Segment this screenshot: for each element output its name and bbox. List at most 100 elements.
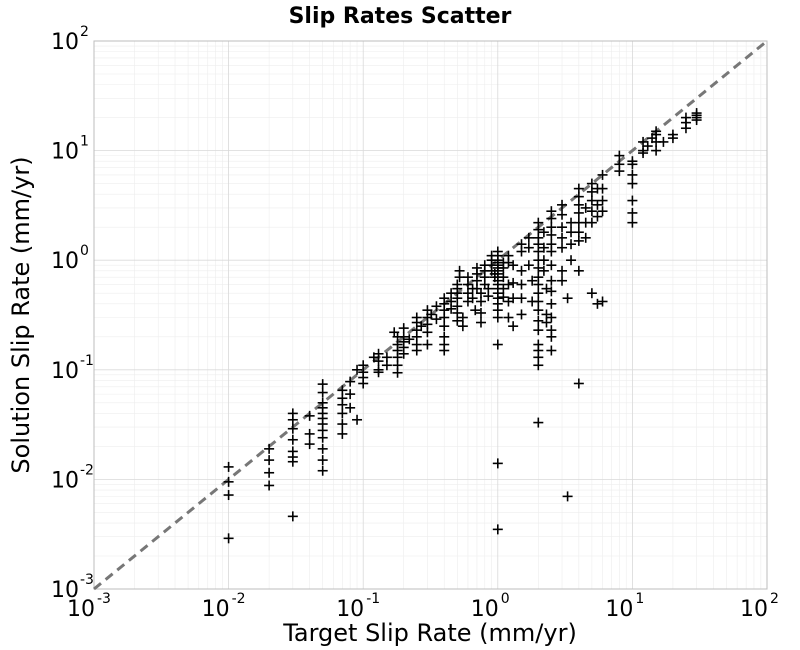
data-point — [352, 414, 363, 425]
y-tick-label: 10 0 — [51, 243, 89, 274]
data-point — [627, 217, 638, 228]
data-point — [523, 232, 534, 243]
svg-text:2: 2 — [80, 24, 89, 40]
data-point — [452, 315, 463, 326]
reference-line — [93, 39, 768, 591]
data-point — [287, 456, 298, 467]
y-tick-label: 10 1 — [51, 134, 89, 165]
data-point — [223, 533, 234, 544]
data-point — [431, 301, 442, 312]
data-point — [223, 490, 234, 501]
data-point — [337, 399, 348, 410]
svg-text:-2: -2 — [80, 462, 94, 478]
data-point — [533, 262, 544, 273]
x-tick-label: 10 1 — [605, 591, 644, 622]
data-point — [457, 321, 468, 332]
data-point — [398, 323, 409, 334]
data-point — [597, 206, 608, 217]
data-point — [392, 367, 403, 378]
data-point — [586, 186, 597, 197]
data-point — [516, 246, 527, 257]
data-point — [381, 360, 392, 371]
svg-text:2: 2 — [770, 591, 779, 607]
data-point — [516, 279, 527, 290]
data-point — [431, 314, 442, 325]
svg-text:-3: -3 — [80, 572, 94, 588]
svg-text:-1: -1 — [366, 591, 380, 607]
data-point — [462, 279, 473, 290]
data-point — [651, 145, 662, 156]
data-point — [614, 166, 625, 177]
data-point — [597, 296, 608, 307]
svg-text:0: 0 — [80, 243, 89, 259]
data-point — [503, 279, 514, 290]
data-point — [503, 312, 514, 323]
data-point — [475, 296, 486, 307]
data-point — [562, 491, 573, 502]
data-point — [404, 334, 415, 345]
data-point — [352, 364, 363, 375]
data-point — [337, 419, 348, 430]
data-point — [223, 476, 234, 487]
x-tick-label: 10 -3 — [67, 591, 111, 622]
data-point — [533, 279, 544, 290]
data-point — [557, 222, 568, 233]
data-point — [317, 455, 328, 466]
data-point — [586, 288, 597, 299]
data-point — [562, 293, 573, 304]
data-point — [345, 389, 356, 400]
data-point — [538, 242, 549, 253]
data-point — [426, 309, 437, 320]
data-point — [389, 327, 400, 338]
data-point — [592, 211, 603, 222]
data-point — [368, 352, 379, 363]
x-tick-label: 10 -1 — [336, 591, 380, 622]
x-tick-label: 10 -2 — [202, 591, 246, 622]
data-point — [614, 150, 625, 161]
data-point — [475, 317, 486, 328]
data-point — [597, 183, 608, 194]
svg-text:-3: -3 — [97, 591, 111, 607]
data-point — [317, 379, 328, 390]
data-point — [416, 321, 427, 332]
data-point — [557, 199, 568, 210]
data-point — [317, 443, 328, 454]
data-point — [411, 345, 422, 356]
data-point — [533, 360, 544, 371]
data-points — [223, 108, 702, 544]
data-point — [658, 136, 669, 147]
svg-text:10: 10 — [51, 359, 79, 384]
data-point — [439, 312, 450, 323]
data-point — [573, 207, 584, 218]
svg-text:10: 10 — [51, 249, 79, 274]
data-point — [546, 246, 557, 257]
data-point — [557, 275, 568, 286]
data-point — [483, 291, 494, 302]
data-point — [523, 242, 534, 253]
data-point — [498, 292, 509, 303]
svg-text:-2: -2 — [232, 591, 246, 607]
data-point — [546, 331, 557, 342]
data-point — [516, 293, 527, 304]
data-point — [498, 283, 509, 294]
x-tick-label: 10 2 — [740, 591, 779, 622]
data-point — [546, 275, 557, 286]
data-point — [573, 378, 584, 389]
data-point — [508, 293, 519, 304]
data-point — [358, 378, 369, 389]
data-point — [508, 321, 519, 332]
data-point — [586, 206, 597, 217]
data-point — [557, 232, 568, 243]
data-point — [337, 408, 348, 419]
data-point — [304, 410, 315, 421]
y-tick-label: 10 -1 — [51, 353, 94, 384]
data-point — [287, 414, 298, 425]
data-point — [422, 339, 433, 350]
data-point — [566, 239, 577, 250]
data-point — [533, 246, 544, 257]
data-point — [573, 227, 584, 238]
data-point — [546, 312, 557, 323]
data-point — [508, 277, 519, 288]
